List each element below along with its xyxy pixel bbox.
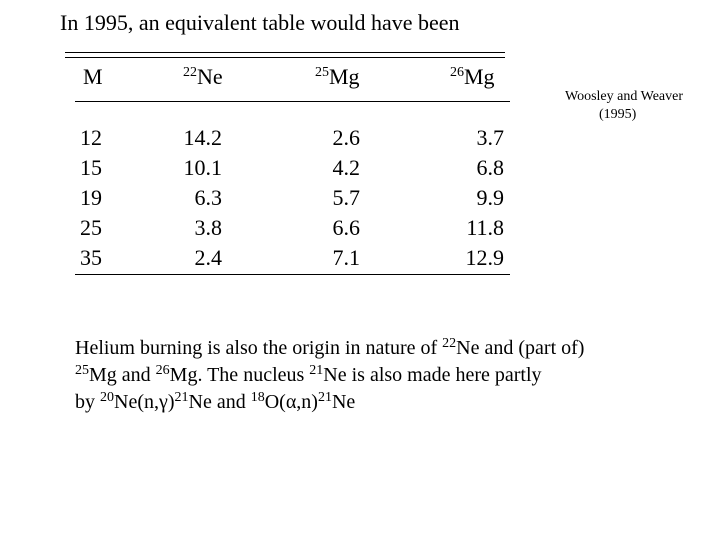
header-mg25: 25Mg	[315, 64, 360, 89]
paragraph-line-2: 25Mg and 26Mg. The nucleus 21Ne is also …	[75, 363, 542, 387]
table-cell: 19	[80, 185, 102, 210]
table-cell: 6.3	[194, 185, 223, 210]
table-top-rule-1	[65, 52, 505, 53]
table-cell: 11.8	[466, 215, 504, 240]
table-cell: 6.8	[476, 155, 505, 180]
table-cell: 3.7	[476, 125, 505, 150]
citation-year: (1995)	[599, 107, 637, 122]
paragraph-line-3: by 20Ne(n,γ)21Ne and 18O(α,n)21Ne	[75, 390, 356, 414]
table-bottom-rule	[75, 274, 510, 275]
table-cell: 12.9	[465, 245, 505, 270]
table-cell: 2.6	[332, 125, 361, 150]
body-paragraph: Helium burning is also the origin in nat…	[75, 335, 584, 416]
header-m: M	[83, 64, 103, 89]
column-mg26: 3.7 6.8 9.9 11.8 12.9	[456, 123, 505, 273]
citation-authors: Woosley and Weaver	[565, 89, 684, 104]
table-cell: 7.1	[332, 245, 361, 270]
column-m: 12 15 19 25 35	[78, 123, 102, 273]
table-header-rule	[75, 101, 510, 102]
column-mg25: 2.6 4.2 5.7 6.6 7.1	[326, 123, 361, 273]
table-cell: 35	[80, 245, 102, 270]
table-cell: 12	[80, 125, 102, 150]
table-cell: 4.2	[332, 155, 361, 180]
table-cell: 2.4	[194, 245, 223, 270]
table-cell: 5.7	[332, 185, 361, 210]
header-mg26: 26Mg	[450, 64, 495, 89]
table-cell: 10.1	[183, 155, 223, 180]
table-cell: 6.6	[332, 215, 361, 240]
citation: Woosley and Weaver (1995)	[565, 88, 683, 124]
table-cell: 3.8	[194, 215, 223, 240]
paragraph-line-1: Helium burning is also the origin in nat…	[75, 336, 585, 360]
slide-title: In 1995, an equivalent table would have …	[60, 10, 460, 35]
table-cell: 25	[80, 215, 102, 240]
table-cell: 14.2	[183, 125, 223, 150]
table-cell: 15	[80, 155, 102, 180]
table-top-rule-2	[65, 57, 505, 58]
header-ne22: 22Ne	[183, 64, 223, 89]
column-ne22: 14.2 10.1 6.3 3.8 2.4	[178, 123, 223, 273]
table-cell: 9.9	[476, 185, 505, 210]
